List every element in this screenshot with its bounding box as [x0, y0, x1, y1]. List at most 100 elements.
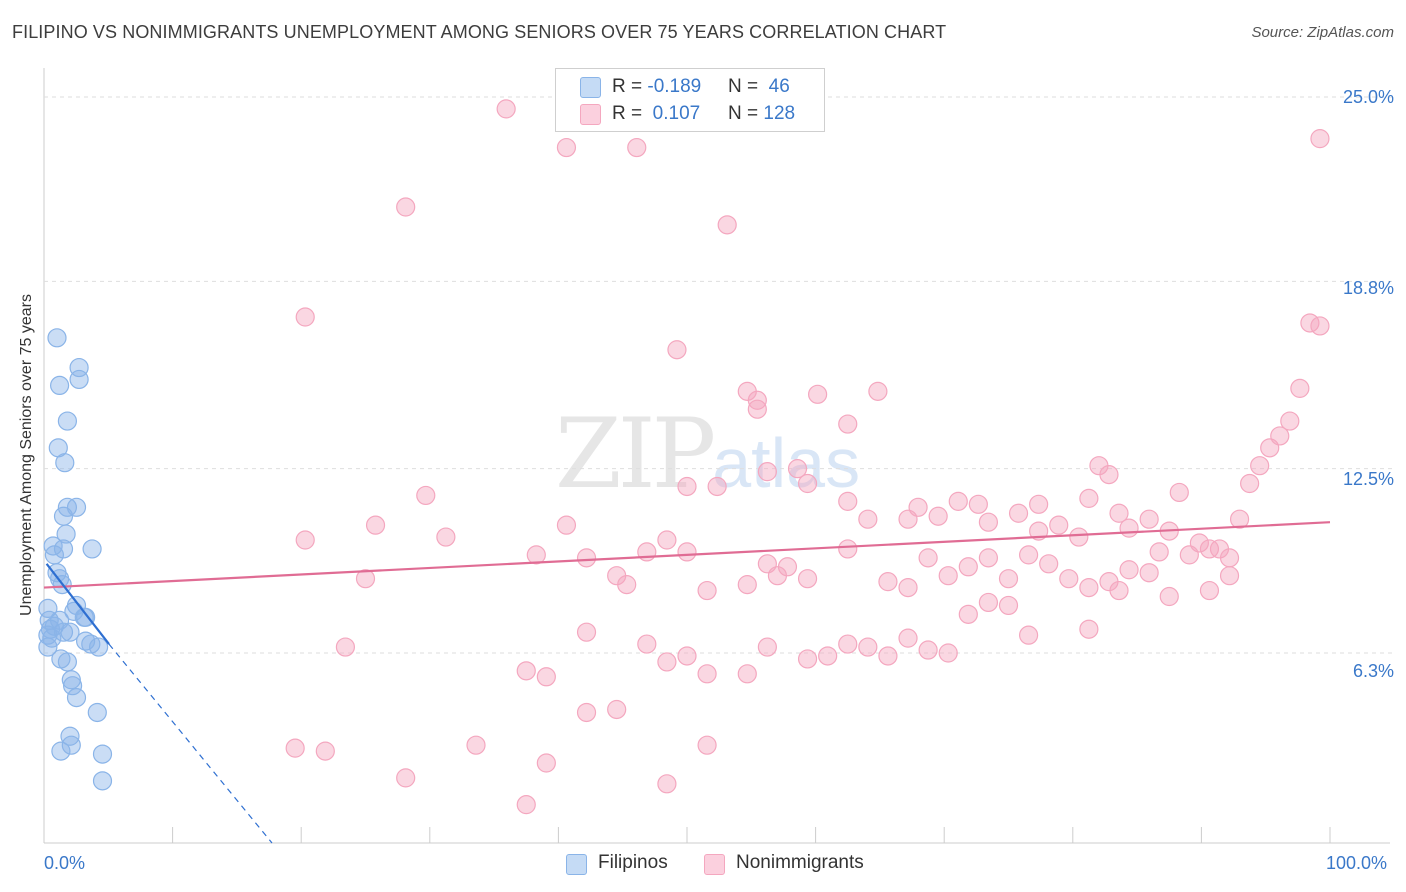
- data-point-nonimmigrants: [1270, 426, 1290, 446]
- data-point-nonimmigrants: [858, 509, 878, 529]
- data-point-nonimmigrants: [1069, 527, 1089, 547]
- y-tick-label: 18.8%: [1342, 278, 1394, 298]
- data-point-nonimmigrants: [295, 307, 315, 327]
- data-point-nonimmigrants: [466, 735, 486, 755]
- data-point-filipinos: [51, 741, 71, 761]
- data-point-nonimmigrants: [747, 399, 767, 419]
- data-point-filipinos: [49, 375, 70, 396]
- data-point-nonimmigrants: [797, 569, 818, 589]
- y-tick-label: 12.5%: [1342, 469, 1394, 489]
- source-label: Source: ZipAtlas.com: [1251, 24, 1394, 41]
- data-point-nonimmigrants: [918, 548, 938, 568]
- data-point-nonimmigrants: [838, 539, 858, 559]
- data-point-nonimmigrants: [667, 340, 687, 360]
- data-point-nonimmigrants: [938, 566, 958, 586]
- data-point-nonimmigrants: [948, 491, 968, 511]
- data-point-filipinos: [55, 453, 75, 473]
- data-point-nonimmigrants: [707, 476, 727, 497]
- legend-r-filipinos: R = -0.189: [612, 76, 702, 97]
- legend-r-value-filipinos: -0.189: [647, 76, 702, 97]
- data-point-nonimmigrants: [1169, 482, 1189, 503]
- data-point-nonimmigrants: [1219, 566, 1240, 586]
- data-point-nonimmigrants: [1280, 411, 1300, 431]
- watermark: ZIPatlas: [555, 398, 860, 510]
- watermark-sub: atlas: [712, 424, 861, 502]
- data-point-nonimmigrants: [898, 577, 918, 598]
- data-point-nonimmigrants: [657, 774, 677, 794]
- data-point-nonimmigrants: [436, 527, 456, 547]
- data-point-nonimmigrants: [496, 99, 516, 119]
- data-point-filipinos: [38, 625, 58, 645]
- data-point-nonimmigrants: [516, 661, 536, 681]
- data-point-nonimmigrants: [1119, 518, 1139, 538]
- data-point-filipinos: [56, 524, 76, 544]
- data-point-nonimmigrants: [627, 137, 647, 158]
- data-point-filipinos: [47, 328, 67, 348]
- data-point-nonimmigrants: [928, 506, 948, 526]
- data-point-nonimmigrants: [1059, 569, 1079, 589]
- bottom-legend-label-nonimmigrants: Nonimmigrants: [736, 852, 864, 873]
- data-point-nonimmigrants: [335, 637, 356, 657]
- data-point-filipinos: [69, 357, 89, 378]
- data-point-filipinos: [60, 622, 80, 642]
- data-point-nonimmigrants: [1079, 577, 1099, 598]
- data-point-nonimmigrants: [808, 384, 828, 404]
- data-point-nonimmigrants: [938, 643, 958, 663]
- data-point-filipinos: [92, 744, 113, 764]
- data-point-nonimmigrants: [797, 649, 818, 669]
- data-point-nonimmigrants: [818, 646, 838, 666]
- data-point-nonimmigrants: [838, 491, 858, 511]
- data-point-nonimmigrants: [978, 512, 999, 532]
- data-point-nonimmigrants: [1018, 625, 1039, 645]
- data-point-nonimmigrants: [677, 542, 697, 562]
- data-point-nonimmigrants: [757, 637, 777, 657]
- data-point-nonimmigrants: [1199, 539, 1220, 559]
- data-point-nonimmigrants: [998, 595, 1019, 616]
- data-point-nonimmigrants: [968, 494, 988, 514]
- data-point-nonimmigrants: [1079, 619, 1099, 639]
- data-point-nonimmigrants: [858, 637, 878, 657]
- data-point-nonimmigrants: [576, 622, 597, 642]
- watermark-main: ZIP: [555, 398, 716, 510]
- data-point-nonimmigrants: [908, 497, 928, 517]
- data-point-nonimmigrants: [1018, 545, 1039, 565]
- data-point-filipinos: [87, 702, 107, 723]
- data-point-nonimmigrants: [998, 569, 1019, 589]
- data-point-nonimmigrants: [737, 664, 757, 684]
- data-point-nonimmigrants: [315, 741, 335, 761]
- bottom-legend-label-filipinos: Filipinos: [598, 852, 668, 873]
- data-point-nonimmigrants: [1139, 563, 1159, 583]
- data-point-nonimmigrants: [697, 580, 717, 601]
- data-point-nonimmigrants: [697, 664, 717, 684]
- data-point-nonimmigrants: [878, 646, 898, 666]
- data-point-filipinos: [61, 735, 81, 755]
- data-point-nonimmigrants: [1029, 521, 1049, 541]
- data-point-nonimmigrants: [1159, 586, 1179, 607]
- data-point-nonimmigrants: [838, 414, 858, 434]
- data-point-nonimmigrants: [536, 667, 556, 687]
- data-point-nonimmigrants: [526, 545, 546, 565]
- legend-r-value-nonimmigrants: 0.107: [652, 103, 701, 124]
- data-point-nonimmigrants: [1240, 473, 1260, 494]
- data-point-nonimmigrants: [516, 795, 536, 815]
- data-point-filipinos: [66, 687, 87, 708]
- legend-n-filipinos: N = 46: [728, 76, 790, 97]
- legend-swatch-nonimmigrants: [580, 104, 601, 125]
- data-point-nonimmigrants: [898, 628, 918, 648]
- data-point-nonimmigrants: [677, 646, 697, 666]
- data-point-nonimmigrants: [637, 634, 657, 654]
- data-point-nonimmigrants: [1079, 488, 1099, 508]
- data-point-nonimmigrants: [396, 197, 416, 217]
- data-point-filipinos: [57, 411, 78, 431]
- data-point-nonimmigrants: [657, 652, 677, 672]
- trend-line-filipinos-extension: [108, 643, 273, 844]
- x-tick-label-max: 100.0%: [1326, 853, 1388, 873]
- data-point-nonimmigrants: [958, 557, 978, 577]
- data-point-nonimmigrants: [1008, 503, 1029, 523]
- data-point-filipinos: [62, 676, 83, 696]
- data-point-nonimmigrants: [677, 476, 697, 497]
- data-point-nonimmigrants: [355, 569, 376, 589]
- data-point-nonimmigrants: [1229, 509, 1250, 529]
- legend-r-nonimmigrants: R = 0.107: [612, 103, 701, 124]
